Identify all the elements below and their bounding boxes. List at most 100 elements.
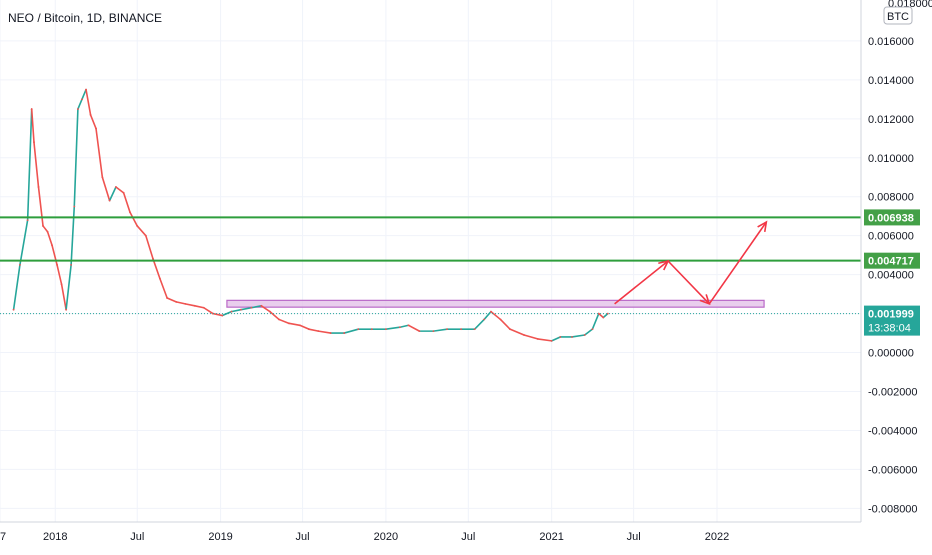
price-point [602,316,605,319]
level-price-tag [864,209,920,226]
time-axis[interactable]: 17 2018 Jul 2019 Jul 2020 Jul 2021 Jul 2022 [0,531,729,543]
price-tick-label: 0.008000 [868,192,914,204]
currency-label: BTC [887,11,909,23]
price-segment [221,310,233,317]
price-point [95,127,97,130]
price-segment [509,328,525,336]
price-point [606,312,609,315]
price-point [499,318,502,321]
horizontal-levels [0,216,861,315]
price-point [101,176,104,179]
time-tick-label: Jul [130,531,144,543]
price-point [269,310,271,313]
price-point [65,308,68,311]
level-price-label: 0.006938 [868,212,914,224]
level-price-label: 0.004717 [868,256,914,268]
price-point [523,334,525,336]
currency-button[interactable] [883,6,913,25]
price-segment [399,324,410,329]
projection-arrow-segment[interactable] [708,221,767,305]
price-segment [108,186,117,202]
price-point [370,328,373,331]
price-segment [95,127,104,179]
price-point [550,339,553,342]
price-point [175,301,178,303]
price-point [70,263,73,266]
price-segment [159,277,168,299]
price-point [85,88,87,91]
price-point [536,338,539,340]
current-price-label: 0.001999 [868,309,914,321]
price-tick-label: -0.004000 [868,425,918,437]
price-segment [46,230,53,247]
price-segment [33,141,40,188]
price-point [77,108,79,110]
price-segment [317,330,332,334]
price-point [26,219,29,221]
price-segment [591,312,600,330]
price-point [490,310,492,313]
price-segment [499,318,511,330]
price-segment [250,304,263,309]
price-series [12,88,609,342]
price-segment [602,312,609,319]
price-segment [145,234,154,260]
price-point [591,328,594,331]
price-segment [269,310,280,321]
price-segment [260,304,271,313]
price-segment [432,328,448,332]
price-tick-label: 0.006000 [868,231,914,243]
price-point [384,328,387,331]
price-point [571,336,573,338]
price-tick-label: 0.010000 [868,153,914,165]
price-point [509,328,511,331]
price-segment [523,334,539,340]
price-segment [597,312,605,319]
price-segment [473,318,485,330]
price-point [46,230,49,233]
price-point [432,330,435,333]
price-point [288,322,290,325]
price-point [329,332,332,334]
price-point [559,336,562,338]
price-point [583,334,586,336]
price-segment [230,308,242,313]
price-point [166,297,169,299]
price-segment [12,264,21,311]
price-point [56,263,58,266]
price-segment [385,326,401,330]
price-segment [299,324,310,330]
price-point [407,324,410,327]
price-segment [122,192,131,214]
price-segment [129,211,139,227]
price-segment [81,88,87,101]
axes: 0.016000 0.014000 0.012000 0.010000 0.008000… [0,0,932,543]
projection-arrow-segment[interactable] [667,260,710,305]
price-point [357,328,360,331]
price-segment [37,186,44,227]
price-segment [583,328,594,336]
resistance-zone[interactable] [226,299,765,308]
projection-arrows [614,220,768,306]
price-point [73,205,76,208]
time-tick-label: 2018 [43,531,67,543]
time-tick-label: 2020 [374,531,398,543]
price-point [317,330,320,333]
price-point [115,186,117,188]
price-point [108,199,111,202]
price-segment [550,336,562,342]
price-point [122,191,125,194]
price-point [19,263,21,266]
price-segment [73,108,79,208]
projection-arrow-segment[interactable] [614,260,669,305]
candle-countdown: 13:38:04 [868,323,911,335]
price-point [343,332,346,334]
price-segment [101,176,111,202]
price-point [597,312,600,315]
price-point [399,326,401,329]
price-segment [490,310,502,321]
price-axis[interactable]: 0.016000 0.014000 0.012000 0.010000 0.008000… [868,36,918,515]
price-point [89,114,92,116]
